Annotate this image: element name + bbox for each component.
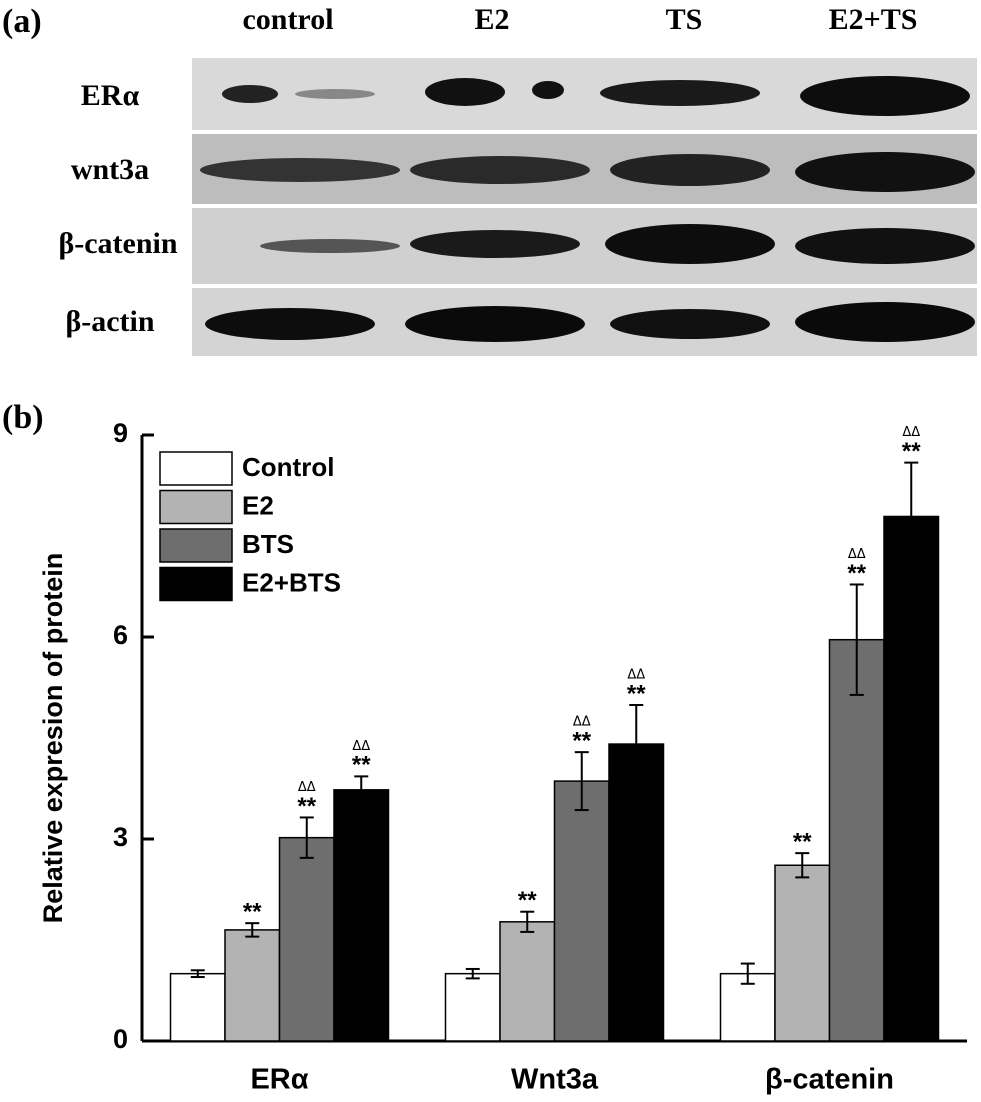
error-bar [245,922,260,938]
significance-stars: ** [572,727,591,754]
bar [719,972,776,1042]
y-tick-label: 6 [113,620,128,650]
panel-label: (a) [2,3,42,40]
legend-swatch [159,566,233,602]
bar [608,743,665,1042]
y-axis-label: Relative expresion of protein [38,553,68,924]
legend-label: E2 [242,490,274,520]
significance-stars: ** [793,828,812,855]
row-label: ERα [81,79,140,112]
significance-deltas: ΔΔ [352,739,370,754]
bar [553,780,610,1042]
bar [774,864,831,1042]
error-bar [795,852,810,879]
bar [444,972,501,1042]
error-bar [574,751,589,812]
legend-label: E2+BTS [242,567,341,597]
error-bar [465,967,480,980]
significance-stars: ** [902,438,921,465]
error-bar [190,969,205,979]
x-tick-label: Wnt3a [511,1064,599,1096]
bar [224,929,281,1042]
lane-label: control [242,3,333,36]
bar [883,515,940,1042]
y-tick-label: 3 [113,822,128,852]
y-tick-label: 0 [113,1024,128,1054]
row-label: β-catenin [58,227,177,260]
row-label: β-actin [65,305,154,338]
x-tick-label: β-catenin [765,1064,894,1096]
significance-deltas: ΔΔ [573,715,591,730]
legend-swatch [159,489,233,525]
significance-deltas: ΔΔ [848,547,866,562]
y-tick-label: 9 [113,418,128,448]
significance-stars: ** [352,752,371,779]
significance-stars: ** [297,793,316,820]
bar [278,836,335,1042]
bar [333,789,390,1042]
error-bar [520,910,535,933]
lane-label: TS [666,3,703,36]
error-bar [354,775,369,805]
significance-stars: ** [627,680,646,707]
panel-a: (a) control E2 TS E2+TS ERα wnt3a β-cate… [2,3,977,356]
significance-stars: ** [243,899,262,926]
blot-image [192,58,977,356]
bar [169,972,226,1042]
x-tick-label: ERα [250,1064,308,1096]
legend-swatch [159,528,233,563]
significance-deltas: ΔΔ [627,668,645,683]
legend-swatch [159,451,233,486]
legend-label: BTS [242,529,294,559]
row-label: wnt3a [71,153,149,186]
panel-label: (b) [2,399,44,436]
significance-stars: ** [847,560,866,587]
error-bar [740,962,755,985]
significance-deltas: ΔΔ [902,425,920,440]
error-bar [299,816,314,859]
error-bar [849,583,864,696]
significance-stars: ** [518,887,537,914]
error-bar [629,704,644,785]
bar [828,638,885,1042]
significance-deltas: ΔΔ [298,780,316,795]
lane-label: E2+TS [829,3,918,36]
legend-label: Control [242,452,334,482]
lane-label: E2 [474,3,509,36]
error-bar [904,461,919,572]
bar [499,921,556,1042]
